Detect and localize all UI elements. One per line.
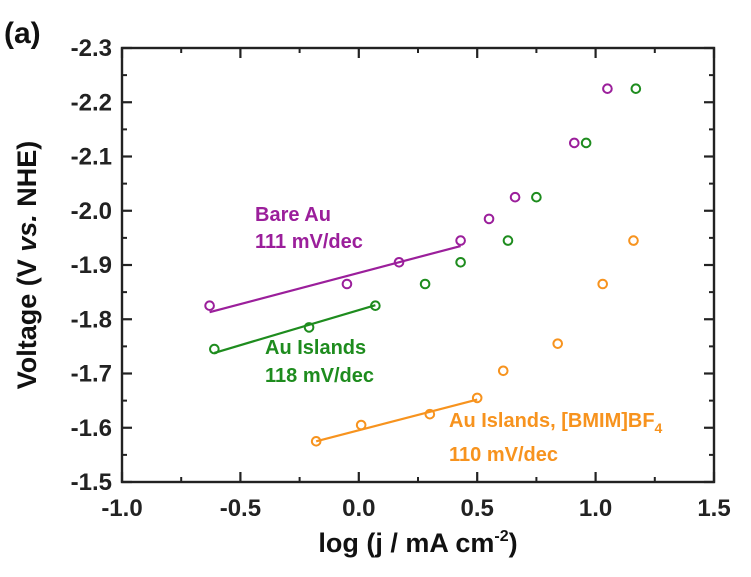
- y-tick-label: -2.0: [71, 198, 112, 225]
- y-axis-title-pre: Voltage (V: [12, 252, 42, 390]
- y-tick-label: -1.7: [71, 361, 112, 388]
- data-point-series-1: [419, 278, 431, 290]
- data-point-series-0: [509, 191, 521, 203]
- data-point-series-1: [502, 235, 514, 246]
- data-point-series-1: [531, 191, 542, 203]
- data-point-series-0: [455, 235, 466, 246]
- au-islands-label: Au Islands: [265, 337, 366, 359]
- au-islands-bmim-label: Au Islands, [BMIM]BF4: [449, 410, 663, 436]
- data-point-series-2: [597, 278, 609, 290]
- panel-label: (a): [4, 17, 41, 50]
- data-point-series-1: [303, 322, 315, 333]
- x-tick-label: -1.0: [101, 495, 142, 522]
- fit-line-series-1: [214, 304, 376, 354]
- y-tick-label: -1.8: [71, 306, 112, 333]
- au-islands-slope: 118 mV/dec: [265, 365, 374, 387]
- x-axis-title: log (j / mA cm-2): [318, 528, 517, 558]
- y-axis-title-ital: vs.: [12, 214, 42, 252]
- data-point-series-2: [355, 419, 367, 431]
- au-islands-bmim-label-main: Au Islands, [BMIM]BF: [449, 410, 655, 432]
- y-tick-label: -2.1: [71, 144, 112, 171]
- bare-au-slope: 111 mV/dec: [255, 231, 363, 253]
- y-axis-title-post: NHE): [12, 141, 42, 215]
- x-axis-title-main: log (j / mA cm: [318, 528, 494, 558]
- x-tick-label: 1.5: [697, 495, 730, 522]
- data-point-series-0: [341, 278, 353, 290]
- x-tick-labels: -1.0 -0.5 0.0 0.5 1.0 1.5: [101, 495, 730, 522]
- y-axis-title: Voltage (V vs. NHE): [12, 141, 42, 390]
- data-points: [204, 83, 642, 447]
- x-tick-label: 0.5: [461, 495, 494, 522]
- data-point-series-1: [455, 256, 466, 268]
- data-point-series-0: [393, 256, 405, 268]
- x-tick-label: -0.5: [220, 495, 261, 522]
- fit-line-series-2: [315, 398, 478, 443]
- data-point-series-2: [552, 338, 564, 349]
- y-tick-labels: -1.5 -1.6 -1.7 -1.8 -1.9 -2.0 -2.1 -2.2 -2.3: [71, 35, 112, 496]
- data-point-series-2: [310, 436, 322, 447]
- fit-line-series-0: [209, 244, 461, 314]
- axis-ticks: [120, 46, 716, 484]
- data-point-series-0: [602, 83, 613, 94]
- x-tick-label: 1.0: [579, 495, 612, 522]
- data-point-series-1: [209, 343, 220, 355]
- x-tick-label: 0.0: [342, 495, 375, 522]
- y-tick-label: -2.3: [71, 35, 112, 62]
- data-point-series-2: [497, 365, 509, 377]
- x-axis-title-tail: ): [509, 528, 518, 558]
- y-tick-label: -1.9: [71, 252, 112, 279]
- data-point-series-2: [424, 408, 436, 420]
- au-islands-bmim-slope: 110 mV/dec: [449, 444, 558, 466]
- data-point-series-2: [471, 392, 483, 404]
- au-islands-bmim-label-sub: 4: [655, 420, 663, 436]
- data-point-series-0: [568, 137, 580, 149]
- fit-lines: [209, 244, 478, 443]
- bare-au-label: Bare Au: [255, 204, 331, 226]
- data-point-series-0: [204, 300, 215, 311]
- y-tick-label: -2.2: [71, 89, 112, 116]
- data-point-series-1: [370, 300, 381, 311]
- x-axis-title-sup: -2: [494, 528, 508, 545]
- data-point-series-1: [580, 137, 592, 149]
- data-point-series-1: [630, 83, 642, 94]
- y-tick-label: -1.6: [71, 415, 112, 442]
- y-tick-label: -1.5: [71, 469, 112, 496]
- data-point-series-0: [483, 213, 495, 225]
- data-point-series-2: [628, 235, 639, 246]
